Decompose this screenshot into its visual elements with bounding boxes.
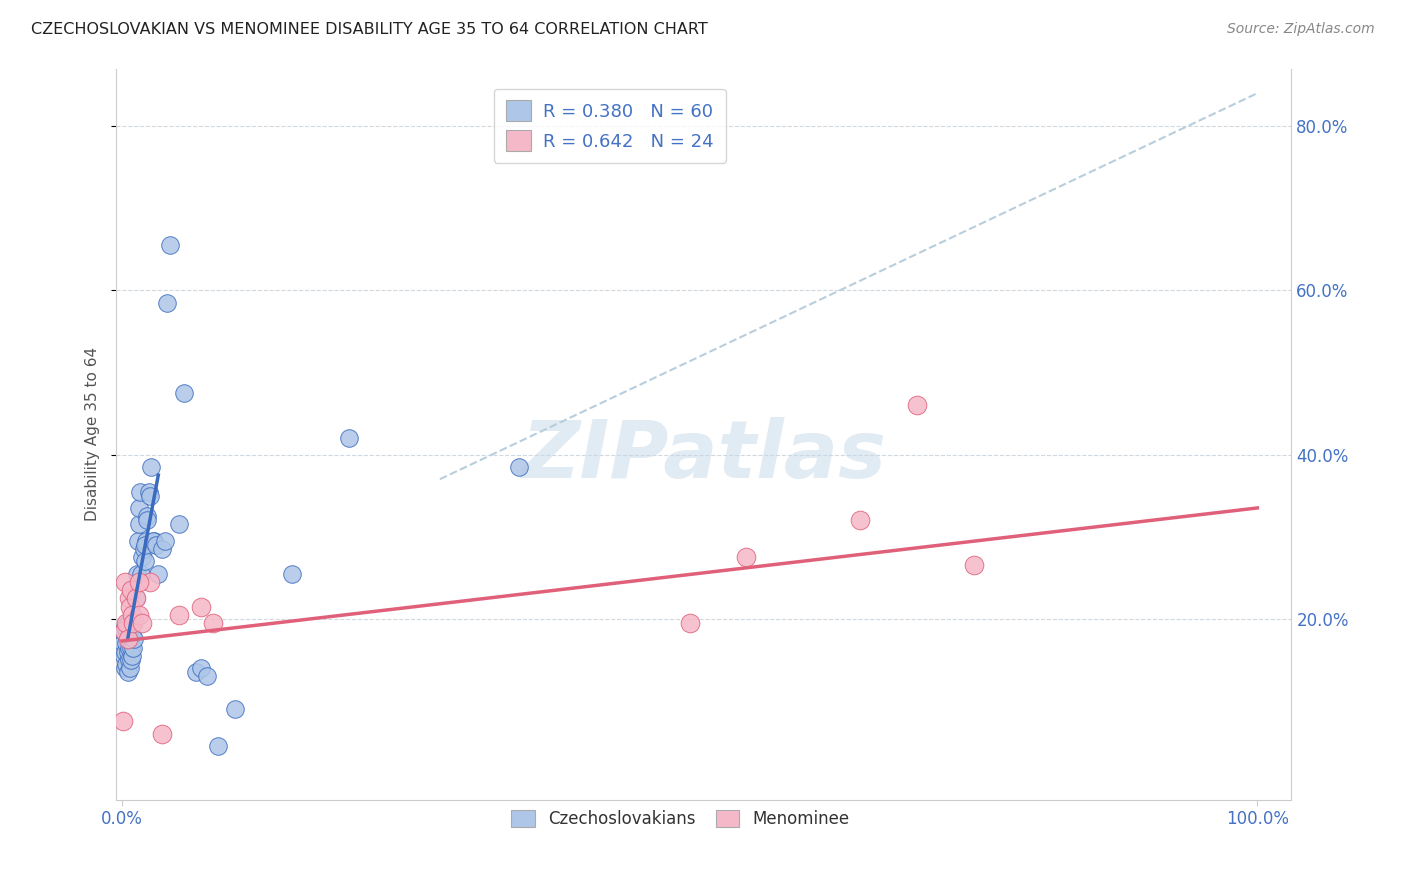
Point bbox=[115, 636, 138, 650]
Point bbox=[112, 624, 135, 639]
Point bbox=[134, 554, 156, 568]
Point bbox=[167, 517, 190, 532]
Point bbox=[112, 636, 135, 650]
Point bbox=[132, 541, 155, 556]
Point bbox=[120, 583, 142, 598]
Point bbox=[195, 669, 218, 683]
Point bbox=[150, 541, 173, 556]
Point bbox=[134, 538, 156, 552]
Point bbox=[141, 459, 163, 474]
Point bbox=[148, 566, 170, 581]
Point bbox=[136, 509, 159, 524]
Point bbox=[121, 648, 143, 663]
Point bbox=[128, 500, 150, 515]
Point bbox=[129, 566, 152, 581]
Text: Source: ZipAtlas.com: Source: ZipAtlas.com bbox=[1227, 22, 1375, 37]
Point bbox=[128, 574, 150, 589]
Point bbox=[124, 632, 146, 647]
Point bbox=[905, 398, 928, 412]
Point bbox=[159, 238, 181, 252]
Point bbox=[156, 295, 179, 310]
Point bbox=[112, 648, 135, 663]
Point bbox=[962, 558, 984, 573]
Point bbox=[153, 533, 176, 548]
Point bbox=[129, 484, 152, 499]
Point bbox=[117, 645, 139, 659]
Point bbox=[112, 624, 135, 639]
Point bbox=[117, 615, 139, 630]
Point bbox=[114, 661, 136, 675]
Point bbox=[337, 431, 360, 445]
Point bbox=[201, 615, 224, 630]
Point bbox=[117, 632, 139, 647]
Point bbox=[124, 591, 146, 606]
Point bbox=[118, 591, 141, 606]
Legend: Czechoslovakians, Menominee: Czechoslovakians, Menominee bbox=[505, 804, 856, 835]
Point bbox=[120, 640, 142, 655]
Point bbox=[121, 607, 143, 622]
Point bbox=[190, 661, 212, 675]
Point bbox=[127, 533, 149, 548]
Point bbox=[124, 591, 146, 606]
Point bbox=[121, 628, 143, 642]
Point bbox=[145, 538, 167, 552]
Point bbox=[135, 533, 157, 548]
Point bbox=[508, 459, 530, 474]
Text: ZIPatlas: ZIPatlas bbox=[522, 417, 886, 495]
Y-axis label: Disability Age 35 to 64: Disability Age 35 to 64 bbox=[86, 347, 100, 521]
Point bbox=[122, 640, 145, 655]
Point bbox=[139, 489, 162, 503]
Point bbox=[849, 513, 872, 527]
Point bbox=[142, 533, 165, 548]
Point bbox=[173, 386, 195, 401]
Point bbox=[125, 566, 148, 581]
Point bbox=[117, 665, 139, 680]
Point bbox=[118, 653, 141, 667]
Point bbox=[735, 550, 758, 565]
Point bbox=[114, 574, 136, 589]
Point bbox=[115, 615, 138, 630]
Point bbox=[139, 574, 162, 589]
Point bbox=[150, 727, 173, 741]
Point bbox=[167, 607, 190, 622]
Point bbox=[128, 607, 150, 622]
Point bbox=[120, 653, 142, 667]
Point bbox=[114, 645, 136, 659]
Point bbox=[138, 484, 160, 499]
Point bbox=[136, 513, 159, 527]
Point bbox=[115, 657, 138, 671]
Point bbox=[131, 550, 153, 565]
Point bbox=[118, 661, 141, 675]
Point bbox=[118, 628, 141, 642]
Point bbox=[112, 624, 135, 639]
Point bbox=[224, 702, 246, 716]
Point bbox=[114, 620, 136, 634]
Point bbox=[118, 632, 141, 647]
Point bbox=[184, 665, 207, 680]
Point bbox=[281, 566, 304, 581]
Point bbox=[190, 599, 212, 614]
Point bbox=[131, 615, 153, 630]
Point bbox=[207, 739, 229, 753]
Point bbox=[122, 615, 145, 630]
Point bbox=[112, 714, 135, 729]
Point bbox=[679, 615, 702, 630]
Point bbox=[128, 517, 150, 532]
Text: CZECHOSLOVAKIAN VS MENOMINEE DISABILITY AGE 35 TO 64 CORRELATION CHART: CZECHOSLOVAKIAN VS MENOMINEE DISABILITY … bbox=[31, 22, 707, 37]
Point bbox=[124, 612, 146, 626]
Point bbox=[118, 599, 141, 614]
Point bbox=[118, 640, 141, 655]
Point bbox=[122, 615, 145, 630]
Point bbox=[142, 533, 165, 548]
